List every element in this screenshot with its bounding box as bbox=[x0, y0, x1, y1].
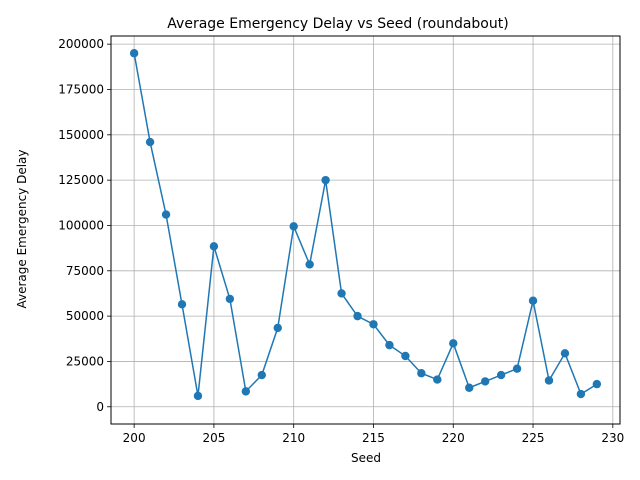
x-tick-label: 225 bbox=[522, 431, 545, 445]
data-point bbox=[401, 351, 410, 361]
series bbox=[129, 49, 602, 401]
data-point bbox=[465, 383, 474, 392]
data-point bbox=[305, 260, 314, 269]
data-point bbox=[528, 296, 538, 305]
y-tick-label: 175000 bbox=[58, 82, 104, 96]
data-point bbox=[129, 49, 139, 58]
data-point bbox=[193, 391, 203, 401]
y-tick-label: 100000 bbox=[58, 218, 104, 232]
y-tick-label: 25000 bbox=[66, 354, 104, 368]
data-point bbox=[417, 369, 426, 378]
y-tick-label: 75000 bbox=[66, 264, 104, 278]
data-point bbox=[289, 222, 298, 231]
data-point bbox=[225, 294, 235, 304]
data-point bbox=[560, 349, 570, 358]
chart-title: Average Emergency Delay vs Seed (roundab… bbox=[167, 16, 508, 32]
data-point bbox=[241, 387, 251, 396]
data-point bbox=[321, 175, 330, 185]
y-tick-label: 50000 bbox=[66, 309, 104, 323]
x-tick-label: 215 bbox=[362, 431, 385, 445]
data-point bbox=[576, 389, 586, 399]
data-point bbox=[273, 323, 282, 333]
data-point bbox=[496, 370, 506, 380]
y-axis-label: Average Emergency Delay bbox=[15, 150, 29, 309]
y-axis-ticks: 0 25000 50000 75000 100000 125000 150000 175000… bbox=[58, 37, 111, 414]
data-point bbox=[177, 300, 187, 309]
plot-area-frame bbox=[110, 35, 621, 425]
y-tick-label: 200000 bbox=[58, 37, 104, 51]
data-point bbox=[209, 242, 219, 251]
data-point bbox=[161, 210, 171, 219]
x-tick-label: 200 bbox=[123, 431, 146, 445]
x-tick-label: 205 bbox=[202, 431, 225, 445]
y-tick-label: 150000 bbox=[58, 128, 104, 142]
data-point bbox=[512, 364, 522, 373]
data-point bbox=[353, 311, 362, 321]
data-point bbox=[337, 289, 346, 298]
data-point bbox=[385, 340, 394, 350]
x-tick-label: 230 bbox=[601, 431, 624, 445]
grid bbox=[111, 36, 620, 424]
data-point bbox=[433, 375, 442, 384]
y-tick-label: 125000 bbox=[58, 173, 104, 187]
data-point bbox=[145, 137, 155, 147]
data-point bbox=[480, 377, 490, 386]
data-point bbox=[544, 376, 554, 385]
data-point bbox=[449, 339, 458, 348]
x-tick-label: 210 bbox=[282, 431, 305, 445]
data-point bbox=[257, 370, 266, 380]
series-line bbox=[133, 53, 598, 397]
data-point bbox=[369, 320, 378, 329]
x-axis-ticks: 200 205 210 215 220 225 230 bbox=[123, 424, 624, 445]
x-tick-label: 220 bbox=[442, 431, 465, 445]
data-point bbox=[592, 379, 602, 389]
x-axis-label: Seed bbox=[351, 451, 381, 465]
y-tick-label: 0 bbox=[96, 400, 104, 414]
